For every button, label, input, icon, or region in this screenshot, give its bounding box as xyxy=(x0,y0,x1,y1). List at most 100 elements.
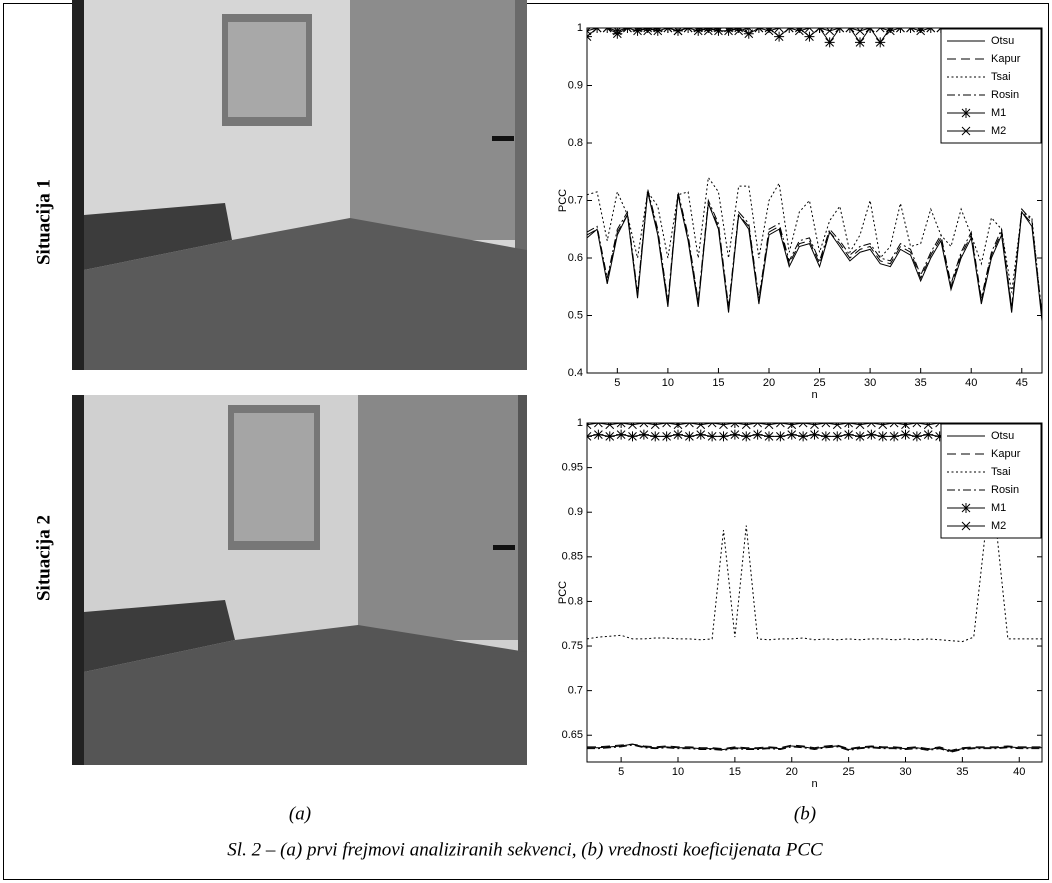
legend-box xyxy=(940,28,1042,144)
marker xyxy=(832,423,842,430)
marker xyxy=(724,28,733,33)
marker xyxy=(695,429,706,440)
marker xyxy=(844,423,853,428)
marker xyxy=(804,31,815,42)
legend-label: M1 xyxy=(991,107,1006,119)
x-tick-label: 5 xyxy=(614,377,620,389)
axes-frame xyxy=(586,27,1043,374)
x-tick-label: 5 xyxy=(618,766,624,778)
marker xyxy=(602,28,612,33)
y-axis-label: PCC xyxy=(557,189,569,212)
marker xyxy=(764,431,774,442)
marker xyxy=(896,28,905,33)
marker xyxy=(805,28,814,33)
marker xyxy=(663,28,673,33)
marker xyxy=(821,423,831,428)
marker xyxy=(662,423,671,428)
marker xyxy=(815,28,824,33)
marker xyxy=(776,423,785,428)
marker xyxy=(612,28,623,39)
y-tick-label: 0.65 xyxy=(562,729,583,741)
x-tick-label: 30 xyxy=(864,377,876,389)
marker xyxy=(906,28,915,33)
x-tick-label: 25 xyxy=(813,377,825,389)
marker xyxy=(652,28,663,36)
photo xyxy=(72,0,527,370)
marker xyxy=(787,423,797,430)
series-line xyxy=(587,525,1042,643)
legend-label: Rosin xyxy=(991,484,1019,496)
marker xyxy=(587,423,592,430)
x-tick-label: 15 xyxy=(712,377,724,389)
marker xyxy=(744,28,754,33)
series-line xyxy=(587,28,1042,44)
marker xyxy=(627,431,638,442)
marker xyxy=(875,28,885,33)
marker xyxy=(714,28,723,33)
y-axis-label: PCC xyxy=(557,581,569,604)
marker xyxy=(877,431,888,442)
y-tick-label: 0.4 xyxy=(568,367,583,379)
marker xyxy=(865,28,875,33)
marker xyxy=(798,431,809,442)
legend-label: Tsai xyxy=(991,71,1011,83)
legend-label: Kapur xyxy=(991,53,1021,65)
marker xyxy=(855,431,865,442)
legend-label: Tsai xyxy=(991,466,1011,478)
marker xyxy=(911,431,922,442)
legend-label: Otsu xyxy=(991,430,1014,442)
marker xyxy=(900,429,911,440)
marker xyxy=(729,429,740,440)
marker xyxy=(832,431,843,442)
x-tick-label: 45 xyxy=(1016,377,1028,389)
marker xyxy=(784,28,794,33)
marker xyxy=(754,28,764,33)
marker xyxy=(653,28,663,33)
marker xyxy=(878,423,888,430)
marker xyxy=(889,423,899,428)
series-line xyxy=(587,744,1042,753)
legend-label: M1 xyxy=(991,502,1006,514)
marker xyxy=(866,429,877,440)
marker xyxy=(774,28,784,33)
marker xyxy=(593,429,604,440)
marker xyxy=(798,423,808,428)
y-tick-label: 0.6 xyxy=(568,252,583,264)
x-axis-label: n xyxy=(811,778,817,790)
marker xyxy=(594,423,603,428)
x-tick-label: 30 xyxy=(899,766,911,778)
marker xyxy=(707,431,718,442)
x-tick-label: 40 xyxy=(965,377,977,389)
y-tick-label: 0.75 xyxy=(562,640,583,652)
y-tick-label: 0.85 xyxy=(562,551,583,563)
marker xyxy=(820,431,831,442)
marker xyxy=(764,423,774,430)
legend-label: Kapur xyxy=(991,448,1021,460)
marker xyxy=(923,423,933,430)
y-tick-label: 0.7 xyxy=(568,194,583,206)
marker xyxy=(889,431,900,442)
marker xyxy=(901,423,910,430)
marker xyxy=(835,28,845,33)
caption: Sl. 2 – (a) prvi frejmovi analiziranih s… xyxy=(227,839,823,860)
marker xyxy=(707,423,717,428)
photo xyxy=(72,395,527,765)
marker xyxy=(696,423,706,430)
marker xyxy=(809,429,820,440)
marker xyxy=(683,28,693,33)
marker xyxy=(961,521,971,531)
axes-frame xyxy=(586,422,1043,763)
series-line xyxy=(587,743,1042,751)
subfigure-label: (a) xyxy=(289,803,311,824)
marker xyxy=(926,28,936,33)
marker xyxy=(632,28,643,36)
marker xyxy=(934,431,945,442)
marker xyxy=(843,429,854,440)
marker xyxy=(723,28,734,36)
y-tick-label: 0.9 xyxy=(568,79,583,91)
marker xyxy=(693,28,704,36)
marker xyxy=(743,28,754,39)
x-tick-label: 35 xyxy=(915,377,927,389)
marker xyxy=(855,423,865,430)
